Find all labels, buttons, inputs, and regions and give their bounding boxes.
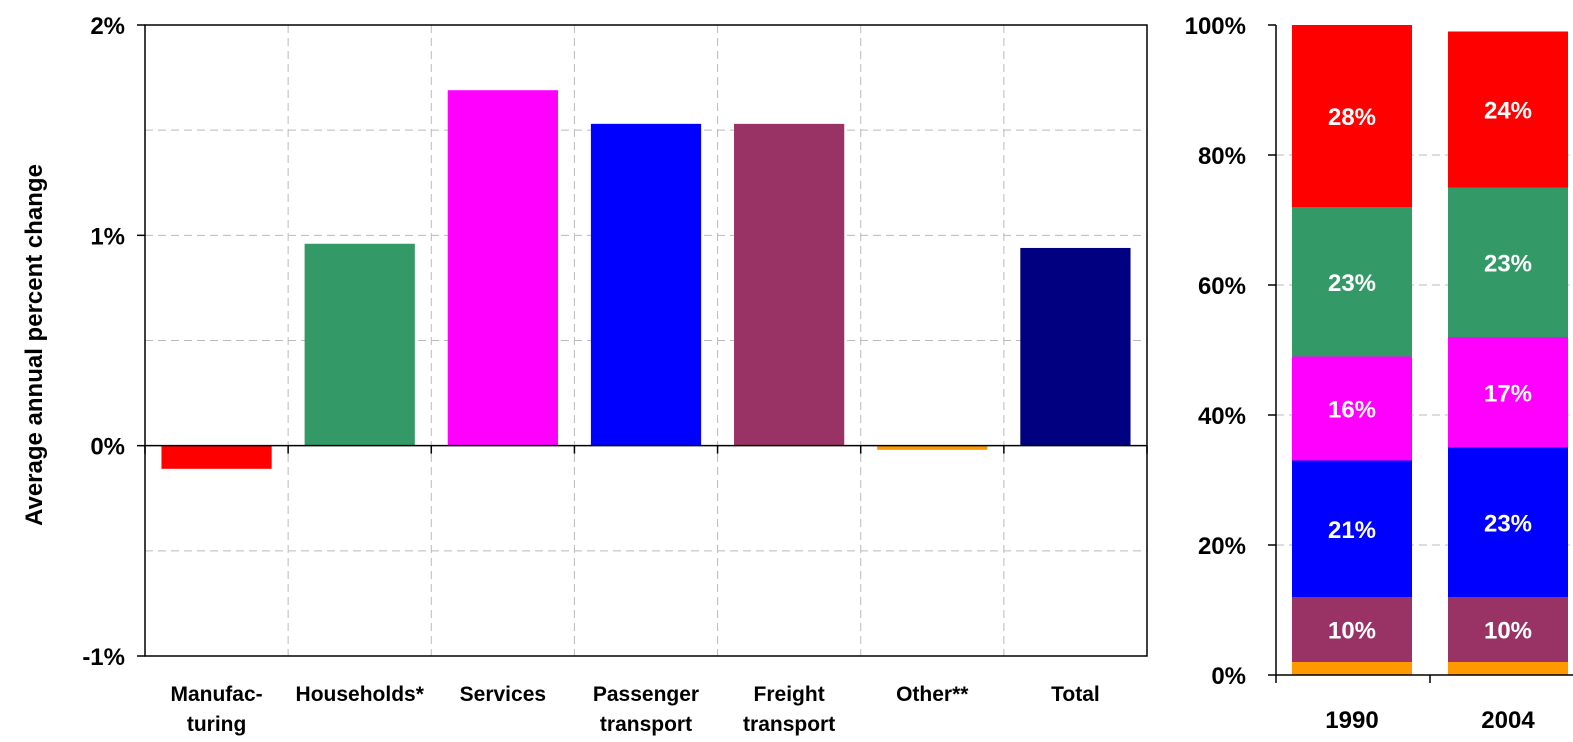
left-y-axis-title: Average annual percent change: [21, 164, 48, 526]
segment-label: 17%: [1484, 380, 1532, 407]
segment-label: 28%: [1328, 104, 1376, 131]
stacked-segment-2004: [1448, 662, 1568, 675]
stacked-segment-1990: [1292, 207, 1412, 357]
stacked-segment-2004: [1448, 31, 1568, 188]
stacked-segment-1990: [1292, 597, 1412, 662]
left-bar-chart: Average annual percent change 2% 1% 0% -1% M…: [21, 13, 1148, 736]
category-label: transport: [743, 713, 835, 736]
y-tick-label: 1%: [90, 223, 125, 250]
stacked-segment-1990: [1292, 460, 1412, 597]
stacked-segment-1990: [1292, 25, 1412, 207]
category-label: Freight: [754, 683, 825, 706]
stacked-segment-2004: [1448, 447, 1568, 597]
right-y-tick-label: 0%: [1211, 663, 1246, 690]
right-y-tick-label: 60%: [1198, 273, 1246, 300]
segment-label: 23%: [1328, 270, 1376, 297]
segment-label: 23%: [1484, 250, 1532, 277]
category-label: Total: [1051, 683, 1100, 706]
y-tick-label: -1%: [82, 644, 125, 671]
category-label: Passenger: [593, 683, 699, 706]
segment-label: 10%: [1484, 618, 1532, 645]
bar-passengertransport: [590, 123, 702, 446]
category-label: Other**: [896, 683, 969, 706]
right-stacked-chart: 10% 21% 16% 23% 28% 1990 10% 23% 17% 23% 24% 2004 10…: [1185, 13, 1573, 734]
stacked-segment-2004: [1448, 337, 1568, 448]
bar-services: [447, 90, 558, 446]
y-tick-label: 2%: [90, 13, 125, 40]
left-plot-border: [144, 24, 1148, 657]
category-label: transport: [600, 713, 692, 736]
bar-households: [304, 243, 415, 446]
segment-label: 10%: [1328, 618, 1376, 645]
right-y-tick-label: 80%: [1198, 143, 1246, 170]
segment-label: 24%: [1484, 98, 1532, 125]
segment-label: 23%: [1484, 510, 1532, 537]
y-tick-label: 0%: [90, 434, 125, 461]
bar-manufacturing: [161, 445, 272, 469]
year-label-2004: 2004: [1481, 707, 1535, 734]
right-y-tick-label: 20%: [1198, 533, 1246, 560]
stacked-segment-2004: [1448, 187, 1568, 337]
category-label: turing: [187, 713, 246, 736]
right-y-tick-label: 100%: [1185, 13, 1246, 40]
bar-other: [877, 445, 988, 450]
category-label: Services: [460, 683, 546, 706]
bar-freighttransport: [734, 123, 845, 446]
stacked-segment-1990: [1292, 662, 1412, 675]
right-y-tick-label: 40%: [1198, 403, 1246, 430]
bar-total: [1020, 247, 1131, 446]
segment-label: 21%: [1328, 517, 1376, 544]
category-label: Households*: [296, 683, 425, 706]
stacked-segment-1990: [1292, 356, 1412, 461]
stacked-segment-2004: [1448, 597, 1568, 662]
category-label: Manufac-: [170, 683, 262, 706]
segment-label: 16%: [1328, 397, 1376, 424]
year-label-1990: 1990: [1325, 707, 1378, 734]
